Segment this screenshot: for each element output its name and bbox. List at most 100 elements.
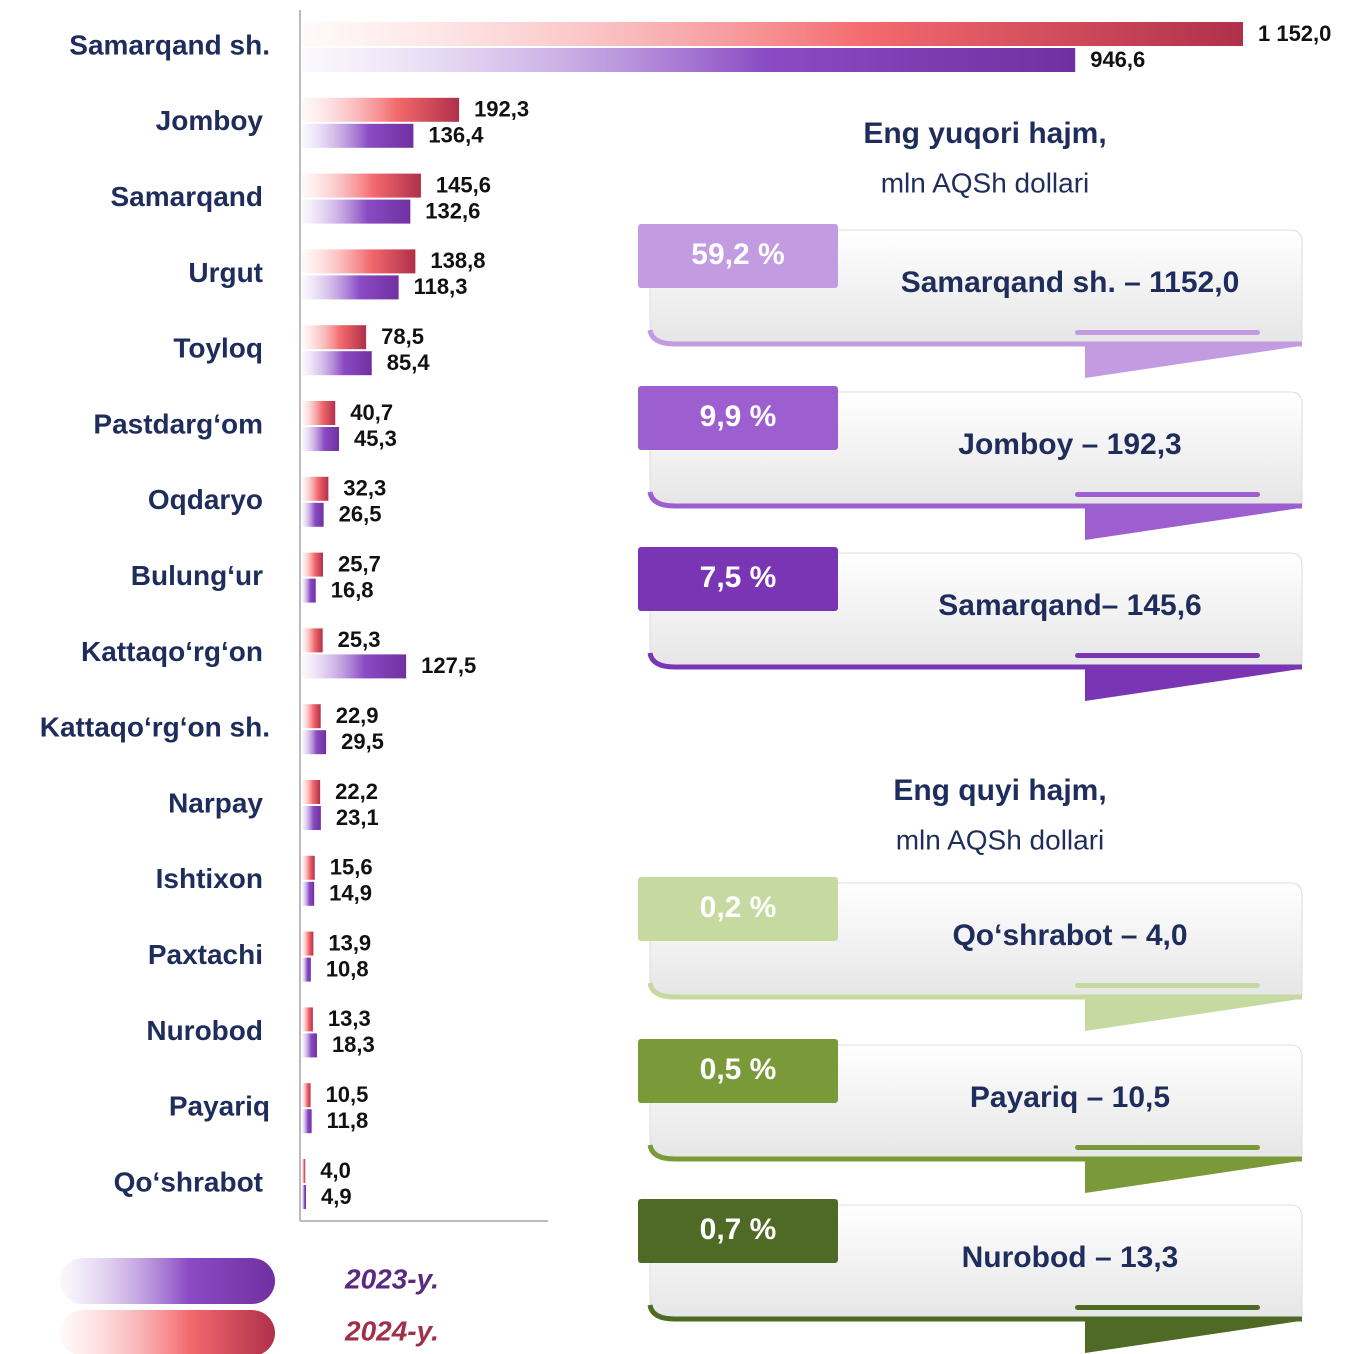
share-tag	[638, 1039, 838, 1103]
category-label: Bulung‘ur	[131, 560, 263, 591]
bar	[302, 199, 411, 224]
card-line	[1075, 1305, 1260, 1310]
share-label: 0,2 %	[700, 891, 777, 924]
card-edge	[647, 1144, 1302, 1162]
share-label: 9,9 %	[700, 400, 777, 433]
category-label: Urgut	[188, 257, 263, 288]
bar	[302, 502, 324, 527]
category-label: Kattaqo‘rg‘on sh.	[40, 712, 270, 743]
legend-label: 2023-y.	[344, 1263, 439, 1294]
bar	[302, 704, 321, 729]
panel-subtitle: mln AQSh dollari	[881, 167, 1090, 198]
bar	[302, 780, 321, 804]
value-label: 22,9	[336, 703, 379, 728]
bar	[302, 1007, 313, 1032]
category-label: Payariq	[169, 1091, 270, 1122]
value-label: 10,5	[326, 1082, 369, 1107]
category-label: Paxtachi	[148, 939, 263, 970]
category-label: Ishtixon	[156, 863, 263, 894]
card-text: Samarqand– 145,6	[938, 589, 1201, 622]
bar	[302, 123, 414, 148]
bar	[302, 654, 407, 679]
bar	[302, 48, 1076, 72]
bar	[302, 806, 321, 830]
bar	[302, 552, 323, 577]
bar	[302, 249, 416, 274]
bar	[302, 881, 315, 906]
value-label: 85,4	[387, 350, 431, 375]
card-line	[1075, 492, 1260, 497]
bar	[302, 97, 460, 122]
category-label: Toyloq	[173, 333, 263, 364]
value-label: 192,3	[474, 97, 529, 122]
value-label: 15,6	[330, 855, 373, 880]
value-label: 23,1	[336, 805, 379, 830]
value-label: 1 152,0	[1258, 21, 1331, 46]
value-label: 18,3	[332, 1032, 375, 1057]
panel-title: Eng yuqori hajm,	[863, 117, 1106, 150]
share-tag	[638, 386, 838, 450]
bar	[302, 1109, 312, 1134]
share-tag	[638, 1199, 838, 1263]
value-label: 25,3	[338, 627, 381, 652]
bar	[302, 931, 314, 956]
category-label: Qo‘shrabot	[114, 1166, 263, 1197]
value-label: 26,5	[339, 502, 382, 527]
value-label: 946,6	[1090, 47, 1145, 72]
category-label: Jomboy	[156, 105, 264, 136]
value-label: 16,8	[331, 577, 374, 602]
card-line	[1075, 1145, 1260, 1150]
value-label: 145,6	[436, 172, 491, 197]
card-edge	[647, 491, 1302, 509]
card-text: Qo‘shrabot – 4,0	[952, 919, 1187, 952]
bar	[302, 427, 340, 451]
value-label: 4,9	[321, 1184, 352, 1209]
card-ribbon	[1085, 999, 1300, 1031]
card-line	[1075, 653, 1260, 658]
card-text: Jomboy – 192,3	[958, 428, 1181, 461]
share-label: 59,2 %	[691, 238, 784, 271]
card-line	[1075, 983, 1260, 988]
card-ribbon	[1085, 669, 1300, 701]
panel-subtitle: mln AQSh dollari	[896, 824, 1105, 855]
value-label: 118,3	[414, 274, 468, 299]
bar	[302, 351, 372, 376]
value-label: 138,8	[430, 248, 485, 273]
value-label: 13,3	[328, 1006, 371, 1031]
bar	[302, 275, 399, 300]
card-ribbon	[1085, 1161, 1300, 1193]
card-ribbon	[1085, 1321, 1300, 1353]
card-text: Nurobod – 13,3	[962, 1241, 1179, 1274]
card-text: Samarqand sh. – 1152,0	[901, 266, 1240, 299]
value-label: 14,9	[329, 881, 372, 906]
value-label: 32,3	[343, 476, 386, 501]
value-label: 132,6	[425, 198, 480, 223]
value-label: 29,5	[341, 729, 384, 754]
card-line	[1075, 330, 1260, 335]
panel-title: Eng quyi hajm,	[893, 774, 1106, 807]
category-label: Pastdarg‘om	[93, 408, 263, 439]
legend-swatch	[60, 1310, 275, 1354]
card-edge	[647, 982, 1302, 1000]
bar	[302, 628, 323, 653]
share-tag	[638, 877, 838, 941]
legend-swatch	[60, 1258, 275, 1304]
share-tag	[638, 224, 838, 288]
card-edge	[647, 329, 1302, 347]
share-label: 0,5 %	[700, 1053, 777, 1086]
category-label: Samarqand sh.	[69, 29, 270, 60]
value-label: 40,7	[350, 400, 393, 425]
card-edge	[647, 652, 1302, 670]
card-ribbon	[1085, 508, 1300, 540]
bar	[302, 1159, 306, 1183]
category-label: Nurobod	[146, 1015, 263, 1046]
bar	[302, 325, 367, 350]
category-label: Kattaqo‘rg‘on	[81, 636, 263, 667]
value-label: 13,9	[328, 930, 371, 955]
bar	[302, 476, 329, 501]
bar	[302, 22, 1243, 46]
bar	[302, 578, 316, 603]
value-label: 25,7	[338, 551, 381, 576]
value-label: 4,0	[320, 1158, 351, 1183]
bar	[302, 401, 336, 425]
